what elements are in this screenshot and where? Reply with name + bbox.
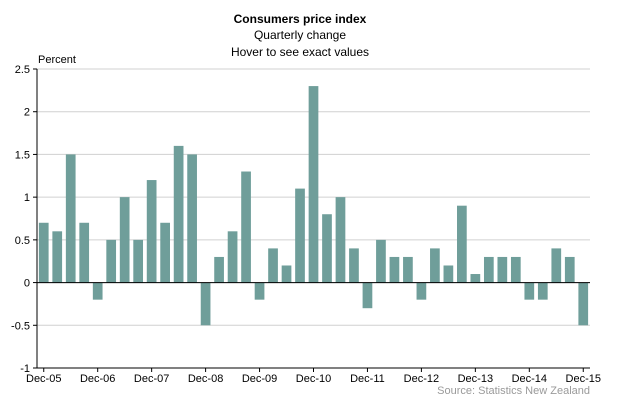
bar-Jun-14[interactable]: Jun-14: 0.3: [497, 256, 508, 283]
x-tick-label: Dec-13: [458, 373, 493, 385]
x-tick-label: Dec-07: [134, 373, 169, 385]
x-tick-label: Dec-06: [80, 373, 115, 385]
y-tick-label: 1: [24, 192, 30, 204]
chart-title: Consumers price index: [234, 12, 367, 26]
bar-Mar-13[interactable]: Mar-13: 0.4: [430, 248, 440, 283]
bar-Dec-08[interactable]: Dec-08: -0.5: [200, 282, 211, 326]
bar-Dec-11[interactable]: Dec-11: -0.3: [362, 282, 373, 309]
y-tick-label: 1.5: [15, 149, 30, 161]
bar-Mar-10[interactable]: Mar-10: 0.4: [268, 248, 278, 283]
bar-Dec-13[interactable]: Dec-13: 0.1: [470, 274, 481, 283]
bar-Mar-14[interactable]: Mar-14: 0.3: [483, 256, 494, 283]
bar-Sep-13[interactable]: Sep-13: 0.9: [457, 205, 467, 283]
bar-Sep-15[interactable]: Sep-15: 0.3: [564, 256, 575, 283]
bar-Jun-15[interactable]: Jun-15: 0.4: [551, 248, 562, 283]
bar-Dec-05[interactable]: Dec-05: 0.7: [38, 222, 49, 283]
y-tick-label: 0: [24, 278, 30, 290]
bar-Dec-06[interactable]: Dec-06: -0.2: [92, 282, 103, 300]
y-tick-label: 0.5: [15, 235, 30, 247]
bar-Mar-07[interactable]: Mar-07: 0.5: [106, 239, 117, 283]
bar-Dec-10[interactable]: Dec-10: 2.3: [308, 86, 319, 283]
bar-Sep-10[interactable]: Sep-10: 1.1: [295, 188, 305, 283]
bar-Jun-09[interactable]: Jun-09: 0.6: [227, 231, 238, 283]
y-tick-label: 2: [24, 107, 30, 119]
x-tick-label: Dec-10: [296, 373, 331, 385]
bar-Mar-11[interactable]: Mar-11: 0.8: [322, 214, 332, 283]
bar-Jun-06[interactable]: Jun-06: 1.5: [65, 154, 76, 283]
y-tick-label: -0.5: [11, 320, 30, 332]
bar-Dec-14[interactable]: Dec-14: -0.2: [524, 282, 535, 300]
x-tick-label: Dec-08: [188, 373, 223, 385]
bar-Mar-06[interactable]: Mar-06: 0.6: [52, 231, 63, 283]
hover-hint: Hover to see exact values: [231, 45, 369, 59]
bar-Jun-07[interactable]: Jun-07: 1: [119, 197, 130, 283]
x-tick-label: Dec-12: [404, 373, 439, 385]
bar-Mar-09[interactable]: Mar-09: 0.3: [214, 256, 224, 283]
bar-Jun-12[interactable]: Jun-12: 0.3: [389, 256, 400, 283]
chart-subtitle: Quarterly change: [254, 28, 346, 42]
bar-Sep-14[interactable]: Sep-14: 0.3: [510, 256, 521, 283]
bar-Dec-15[interactable]: Dec-15: -0.5: [578, 282, 589, 326]
bar-Sep-07[interactable]: Sep-07: 0.5: [133, 239, 144, 283]
bar-Jun-08[interactable]: Jun-08: 1.6: [173, 145, 184, 283]
y-tick-label: 2.5: [15, 64, 30, 76]
bar-Sep-08[interactable]: Sep-08: 1.5: [187, 154, 197, 283]
bar-Mar-08[interactable]: Mar-08: 0.7: [160, 222, 170, 283]
bar-Jun-13[interactable]: Jun-13: 0.2: [443, 265, 454, 283]
x-tick-label: Dec-05: [26, 373, 61, 385]
bar-Mar-12[interactable]: Mar-12: 0.5: [376, 239, 386, 283]
bar-Sep-06[interactable]: Sep-06: 0.7: [79, 222, 90, 283]
bar-Jun-10[interactable]: Jun-10: 0.2: [281, 265, 292, 283]
x-tick-label: Dec-11: [350, 373, 385, 385]
bar-Sep-11[interactable]: Sep-11: 0.4: [349, 248, 359, 283]
x-tick-label: Dec-09: [242, 373, 277, 385]
bar-Jun-11[interactable]: Jun-11: 1: [335, 197, 346, 283]
y-tick-label: -1: [20, 363, 30, 375]
bar-Dec-12[interactable]: Dec-12: -0.2: [416, 282, 427, 300]
bar-Dec-09[interactable]: Dec-09: -0.2: [254, 282, 265, 300]
source-note: Source: Statistics New Zealand: [437, 385, 590, 397]
bar-Mar-15[interactable]: Mar-15: -0.2: [537, 282, 548, 300]
x-tick-label: Dec-15: [566, 373, 601, 385]
bar-Dec-07[interactable]: Dec-07: 1.2: [146, 180, 157, 283]
y-axis-label: Percent: [38, 54, 76, 66]
bar-Sep-09[interactable]: Sep-09: 1.3: [241, 171, 251, 283]
x-tick-label: Dec-14: [512, 373, 547, 385]
bar-Sep-12[interactable]: Sep-12: 0.3: [403, 256, 413, 283]
